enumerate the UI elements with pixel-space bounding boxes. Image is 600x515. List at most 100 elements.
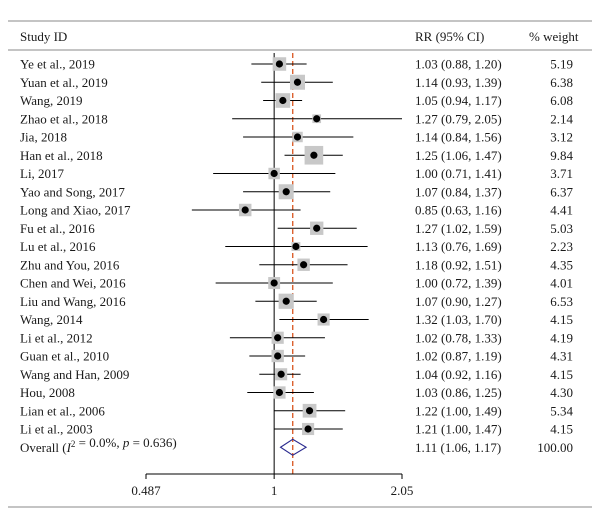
rr-ci-value: 1.32 (1.03, 1.70)	[415, 312, 502, 327]
study-rows: Ye et al., 2019 1.03 (0.88, 1.20) 5.19 Yuan…	[20, 57, 574, 437]
rr-ci-value: 1.05 (0.94, 1.17)	[415, 93, 502, 108]
weight-value: 3.12	[550, 130, 573, 145]
study-row: Han et al., 2018 1.25 (1.06, 1.47) 9.84	[20, 145, 574, 165]
study-row: Long and Xiao, 2017 0.85 (0.63, 1.16) 4.41	[20, 203, 573, 218]
study-row: Chen and Wei, 2016 1.00 (0.72, 1.39) 4.01	[20, 276, 573, 291]
point-estimate	[275, 388, 284, 397]
point-estimate	[277, 370, 285, 378]
point-estimate	[305, 407, 314, 415]
study-row: Fu et al., 2016 1.27 (1.02, 1.59) 5.03	[20, 221, 573, 236]
study-row: Hou, 2008 1.03 (0.86, 1.25) 4.30	[20, 385, 573, 400]
study-name: Lian et al., 2006	[20, 403, 105, 418]
point-estimate	[279, 96, 287, 105]
study-row: Lian et al., 2006 1.22 (1.00, 1.49) 5.34	[20, 403, 574, 418]
weight-value: 4.31	[550, 349, 573, 364]
study-row: Lu et al., 2016 1.13 (0.76, 1.69) 2.23	[20, 239, 573, 254]
weight-value: 4.35	[550, 257, 573, 272]
point-estimate	[282, 297, 290, 305]
study-row: Wang, 2019 1.05 (0.94, 1.17) 6.08	[20, 93, 573, 108]
rr-ci-value: 1.27 (1.02, 1.59)	[415, 221, 502, 236]
rr-ci-value: 1.03 (0.86, 1.25)	[415, 385, 502, 400]
study-name: Han et al., 2018	[20, 148, 103, 163]
point-estimate	[241, 206, 249, 214]
point-estimate	[270, 279, 278, 287]
weight-value: 4.30	[550, 385, 573, 400]
header-study-id: Study ID	[20, 29, 67, 44]
weight-value: 5.03	[550, 221, 573, 236]
weight-value: 6.08	[550, 93, 573, 108]
study-name: Jia, 2018	[20, 130, 67, 145]
study-name: Guan et al., 2010	[20, 349, 109, 364]
study-name: Chen and Wei, 2016	[20, 276, 126, 291]
study-name: Li et al., 2003	[20, 422, 93, 437]
study-name: Yao and Song, 2017	[20, 184, 125, 199]
point-estimate	[310, 151, 318, 159]
x-axis: 0.487 1 2.05	[131, 473, 414, 498]
point-estimate	[274, 334, 282, 342]
header-weight: % weight	[529, 29, 579, 44]
weight-value: 2.14	[550, 111, 573, 126]
x-tick-label: 2.05	[391, 483, 414, 498]
weight-value: 4.15	[550, 312, 573, 327]
reference-lines	[273, 53, 294, 474]
weight-value: 6.37	[550, 184, 573, 199]
weight-value: 9.84	[550, 148, 573, 163]
point-estimate	[313, 115, 321, 123]
study-name: Li, 2017	[20, 166, 65, 181]
study-name: Lu et al., 2016	[20, 239, 96, 254]
study-row: Wang and Han, 2009 1.04 (0.92, 1.16) 4.15	[20, 367, 573, 382]
rr-ci-value: 1.00 (0.71, 1.41)	[415, 166, 502, 181]
rr-ci-value: 1.07 (0.84, 1.37)	[415, 184, 502, 199]
study-row: Liu and Wang, 2016 1.07 (0.90, 1.27) 6.53	[20, 293, 573, 309]
rr-ci-value: 1.04 (0.92, 1.16)	[415, 367, 502, 382]
x-tick-label: 1	[271, 483, 278, 498]
study-name: Wang, 2014	[20, 312, 83, 327]
overall-weight: 100.00	[537, 440, 573, 455]
weight-value: 4.41	[550, 203, 573, 218]
rr-ci-value: 1.22 (1.00, 1.49)	[415, 403, 502, 418]
point-estimate	[293, 133, 302, 141]
study-name: Ye et al., 2019	[20, 57, 95, 72]
overall-label: Overall (I2 = 0.0%, p = 0.636)	[20, 435, 177, 455]
rr-ci-value: 1.25 (1.06, 1.47)	[415, 148, 502, 163]
study-name: Zhao et al., 2018	[20, 111, 108, 126]
rr-ci-value: 1.14 (0.84, 1.56)	[415, 130, 502, 145]
study-row: Li et al., 2003 1.21 (1.00, 1.47) 4.15	[20, 422, 573, 437]
overall-diamond	[279, 438, 308, 456]
weight-value: 3.71	[550, 166, 573, 181]
overall-rr-ci: 1.11 (1.06, 1.17)	[415, 440, 501, 455]
study-name: Wang, 2019	[20, 93, 83, 108]
study-row: Yao and Song, 2017 1.07 (0.84, 1.37) 6.37	[20, 184, 574, 199]
rr-ci-value: 1.13 (0.76, 1.69)	[415, 239, 502, 254]
point-estimate	[319, 315, 328, 324]
study-row: Jia, 2018 1.14 (0.84, 1.56) 3.12	[20, 130, 573, 145]
weight-value: 6.53	[550, 294, 573, 309]
overall-row: Overall (I2 = 0.0%, p = 0.636) 1.11 (1.06…	[20, 435, 573, 456]
point-estimate	[313, 224, 321, 232]
study-name: Zhu and You, 2016	[20, 257, 120, 272]
rr-ci-value: 1.21 (1.00, 1.47)	[415, 422, 502, 437]
rr-ci-value: 1.03 (0.88, 1.20)	[415, 57, 502, 72]
point-estimate	[282, 188, 290, 196]
rr-ci-value: 1.02 (0.87, 1.19)	[415, 349, 502, 364]
rr-ci-value: 0.85 (0.63, 1.16)	[415, 203, 502, 218]
rr-ci-value: 1.00 (0.72, 1.39)	[415, 276, 502, 291]
weight-value: 2.23	[550, 239, 573, 254]
study-row: Guan et al., 2010 1.02 (0.87, 1.19) 4.31	[20, 349, 573, 364]
weight-value: 6.38	[550, 75, 573, 90]
study-name: Wang and Han, 2009	[20, 367, 129, 382]
point-estimate	[300, 261, 308, 269]
point-estimate	[292, 242, 300, 251]
rr-ci-value: 1.27 (0.79, 2.05)	[415, 111, 502, 126]
study-row: Wang, 2014 1.32 (1.03, 1.70) 4.15	[20, 312, 573, 327]
weight-value: 4.01	[550, 276, 573, 291]
x-tick-label: 0.487	[131, 483, 161, 498]
point-estimate	[293, 78, 302, 86]
study-row: Yuan et al., 2019 1.14 (0.93, 1.39) 6.38	[20, 74, 573, 90]
study-name: Long and Xiao, 2017	[20, 203, 131, 218]
study-name: Liu and Wang, 2016	[20, 294, 126, 309]
study-name: Li et al., 2012	[20, 330, 93, 345]
rr-ci-value: 1.14 (0.93, 1.39)	[415, 75, 502, 90]
study-name: Hou, 2008	[20, 385, 75, 400]
